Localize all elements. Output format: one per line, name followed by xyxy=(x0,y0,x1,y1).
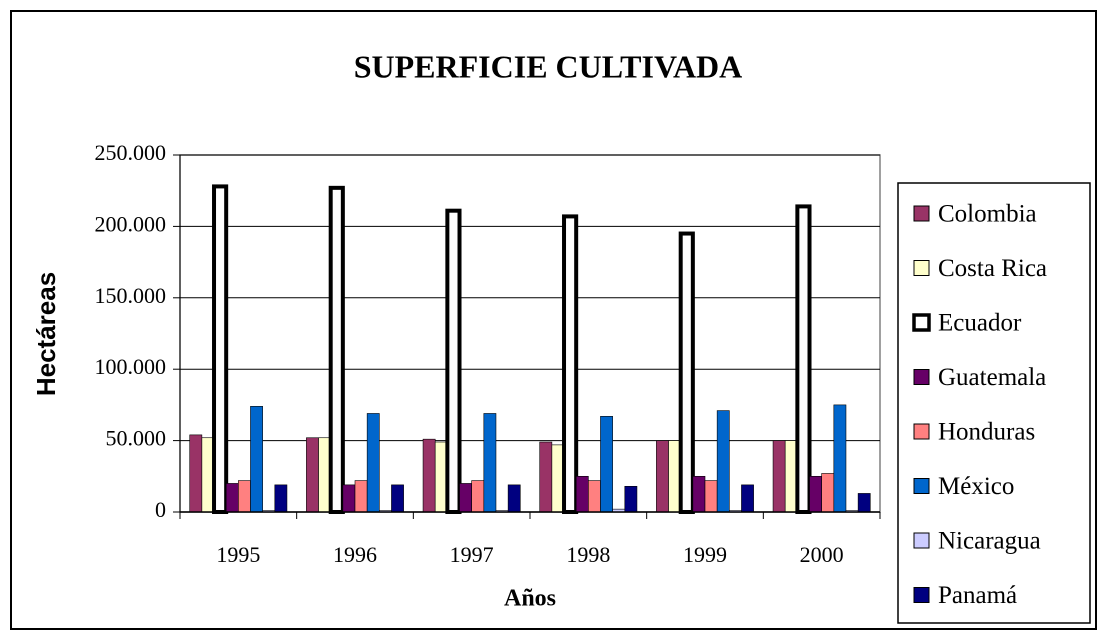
bar xyxy=(306,437,319,513)
bar xyxy=(238,480,251,513)
legend-label: Nicaragua xyxy=(938,528,1041,555)
bar xyxy=(225,483,239,513)
bar xyxy=(772,440,786,513)
bar xyxy=(539,441,553,513)
bar xyxy=(422,438,436,513)
legend-label: Honduras xyxy=(938,419,1035,446)
legend-label: Guatemala xyxy=(938,364,1046,391)
bar xyxy=(795,204,812,515)
legend-label: Costa Rica xyxy=(938,255,1047,282)
legend-box xyxy=(897,182,1091,624)
y-tick-label: 200.000 xyxy=(95,211,167,236)
x-axis-title: Años xyxy=(504,586,556,612)
bar xyxy=(342,484,356,513)
bar xyxy=(857,493,871,513)
bar xyxy=(328,185,345,514)
legend-swatch xyxy=(913,260,930,276)
bar xyxy=(833,404,847,513)
legend-swatch xyxy=(913,478,930,494)
legend-swatch xyxy=(913,532,930,549)
bar xyxy=(588,480,601,513)
y-axis-title: Hectáreas xyxy=(31,272,61,396)
legend-label: Ecuador xyxy=(938,310,1022,337)
bar xyxy=(692,475,706,513)
chart-title: SUPERFICIE CULTIVADA xyxy=(354,48,743,84)
y-tick-label: 50.000 xyxy=(106,426,167,451)
bar xyxy=(656,440,669,513)
bar xyxy=(704,480,718,513)
bar xyxy=(212,184,229,515)
bar xyxy=(741,484,754,513)
legend-label: Colombia xyxy=(938,201,1037,228)
y-tick-label: 0 xyxy=(155,497,166,522)
bar xyxy=(678,231,695,514)
bar xyxy=(445,208,462,515)
x-tick-label: 1997 xyxy=(450,542,494,567)
bar xyxy=(471,480,485,513)
y-tick-label: 100.000 xyxy=(95,354,167,379)
legend-swatch xyxy=(913,587,930,603)
bar xyxy=(600,416,613,513)
bar xyxy=(391,484,404,513)
x-tick-label: 2000 xyxy=(800,542,844,567)
x-tick-label: 1998 xyxy=(566,542,610,567)
x-tick-label: 1996 xyxy=(333,542,377,567)
legend-swatch xyxy=(912,313,931,332)
bar xyxy=(809,475,822,513)
bar xyxy=(716,410,730,513)
bar xyxy=(459,483,472,513)
bar xyxy=(366,413,380,513)
legend-label: Panamá xyxy=(938,582,1017,609)
bar xyxy=(189,434,203,513)
y-tick-label: 150.000 xyxy=(95,283,167,308)
legend-swatch xyxy=(913,205,930,222)
legend-swatch xyxy=(913,423,930,440)
x-tick-label: 1995 xyxy=(216,542,260,567)
x-tick-label: 1999 xyxy=(683,542,727,567)
bar xyxy=(354,480,368,513)
bar xyxy=(483,413,497,513)
bar xyxy=(562,214,579,515)
plot-area xyxy=(179,154,881,513)
y-tick-label: 250.000 xyxy=(95,140,167,165)
bar xyxy=(821,473,835,513)
legend-label: México xyxy=(938,473,1014,500)
bar xyxy=(575,475,589,513)
bar xyxy=(507,484,521,513)
bar xyxy=(250,406,263,513)
bar xyxy=(274,484,288,513)
legend-swatch xyxy=(913,369,930,385)
bar xyxy=(624,485,638,513)
